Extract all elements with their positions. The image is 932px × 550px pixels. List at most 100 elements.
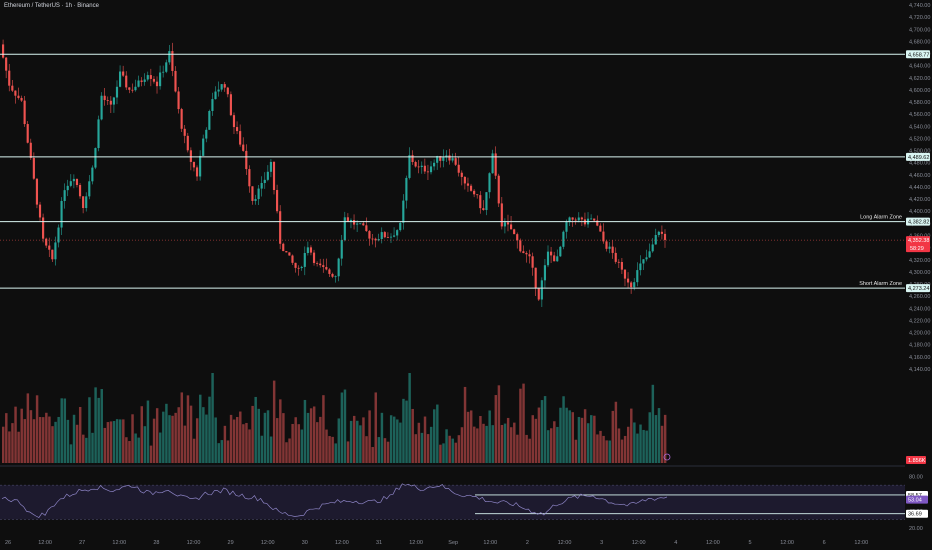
- volume-bar: [26, 393, 30, 463]
- candle-body: [593, 218, 596, 221]
- volume-bar: [365, 436, 368, 463]
- volume-bar: [78, 406, 82, 463]
- volume-bar: [282, 413, 285, 463]
- volume-bar: [423, 416, 427, 463]
- time-tick-label: 12:00: [632, 540, 646, 546]
- candle-body: [2, 44, 5, 58]
- candle-body: [208, 111, 211, 130]
- volume-bar: [396, 419, 399, 463]
- candle-body: [85, 196, 88, 209]
- candle-body: [103, 95, 106, 101]
- volume-bar: [506, 417, 510, 463]
- candle-body: [506, 222, 510, 225]
- volume-bar: [118, 419, 122, 463]
- candle-body: [396, 230, 399, 236]
- candle-body: [537, 287, 540, 300]
- level-price-tag: [906, 50, 930, 59]
- candle-body: [254, 199, 257, 201]
- volume-bar: [439, 444, 442, 463]
- candle-body: [522, 251, 525, 254]
- volume-tag-text: 1.856K: [908, 458, 926, 464]
- volume-bar: [325, 429, 328, 463]
- volume-bar: [651, 384, 655, 463]
- rsi-value-tag: [906, 509, 928, 518]
- volume-bar: [211, 373, 214, 463]
- candle-body: [82, 196, 85, 209]
- candle-body: [503, 222, 506, 227]
- time-tick-label: 28: [153, 540, 159, 546]
- candle-body: [365, 225, 368, 232]
- volume-bar: [574, 439, 578, 463]
- candle-body: [448, 155, 451, 161]
- volume-bar: [257, 408, 260, 463]
- volume-bar: [192, 438, 196, 463]
- candle-body: [202, 138, 205, 156]
- volume-bar: [29, 410, 33, 463]
- rsi-value-tag-text: 36.69: [908, 512, 922, 518]
- volume-bar: [550, 428, 553, 463]
- level-price-tag: [906, 152, 930, 161]
- volume-bar: [303, 399, 307, 463]
- volume-bar: [620, 439, 624, 463]
- volume-bar: [260, 435, 264, 463]
- volume-bar: [174, 412, 177, 463]
- price-tick-label: 4,160.00: [909, 355, 930, 361]
- candle-body: [509, 224, 513, 230]
- volume-bar: [414, 434, 418, 463]
- candle-body: [14, 90, 17, 96]
- volume-bar: [8, 431, 11, 463]
- time-tick-label: 12:00: [335, 540, 349, 546]
- candle-body: [408, 155, 411, 178]
- candle-body: [155, 81, 159, 87]
- candle-body: [220, 84, 223, 90]
- candle-body: [337, 258, 340, 277]
- volume-bar: [276, 418, 279, 463]
- volume-bar: [69, 444, 73, 463]
- volume-bar: [383, 438, 387, 463]
- volume-bar: [199, 394, 202, 463]
- volume-bar: [229, 414, 233, 463]
- candle-body: [654, 235, 657, 245]
- volume-bar: [503, 423, 507, 463]
- volume-bar: [272, 380, 276, 463]
- rsi-value-tag: [906, 495, 928, 504]
- volume-bar: [291, 423, 294, 463]
- candle-body: [343, 217, 346, 241]
- candle-body: [399, 222, 402, 231]
- candle-body: [149, 75, 152, 79]
- candle-body: [392, 235, 396, 237]
- candle-body: [439, 156, 442, 161]
- candle-body: [633, 282, 636, 288]
- candle-body: [383, 232, 386, 238]
- candle-body: [146, 75, 149, 80]
- time-tick-label: 12:00: [780, 540, 794, 546]
- candle-body: [285, 251, 288, 253]
- candle-body: [614, 252, 617, 262]
- volume-bar: [399, 422, 402, 463]
- candle-body: [232, 115, 236, 128]
- volume-bar: [97, 397, 100, 463]
- price-tick-label: 4,260.00: [909, 294, 930, 300]
- time-tick-label: 12:00: [706, 540, 720, 546]
- volume-bar: [546, 430, 550, 463]
- candle-body: [531, 256, 534, 268]
- price-tick-label: 4,460.00: [909, 173, 930, 179]
- volume-bar: [248, 429, 251, 463]
- candle-body: [269, 161, 273, 172]
- chart-title: Ethereum / TetherUS · 1h · Binance: [4, 3, 99, 9]
- volume-bar: [214, 417, 217, 463]
- volume-bar: [189, 405, 193, 463]
- candle-body: [189, 150, 192, 162]
- candle-body: [556, 256, 559, 262]
- volume-bar: [217, 443, 220, 463]
- price-tick-label: 4,680.00: [909, 39, 930, 45]
- candle-body: [519, 240, 522, 252]
- candle-body: [297, 267, 300, 269]
- volume-bar: [94, 387, 97, 463]
- volume-bar: [112, 421, 116, 463]
- volume-bar: [352, 415, 356, 463]
- price-tick-label: 4,300.00: [909, 270, 930, 276]
- volume-bar: [328, 436, 331, 463]
